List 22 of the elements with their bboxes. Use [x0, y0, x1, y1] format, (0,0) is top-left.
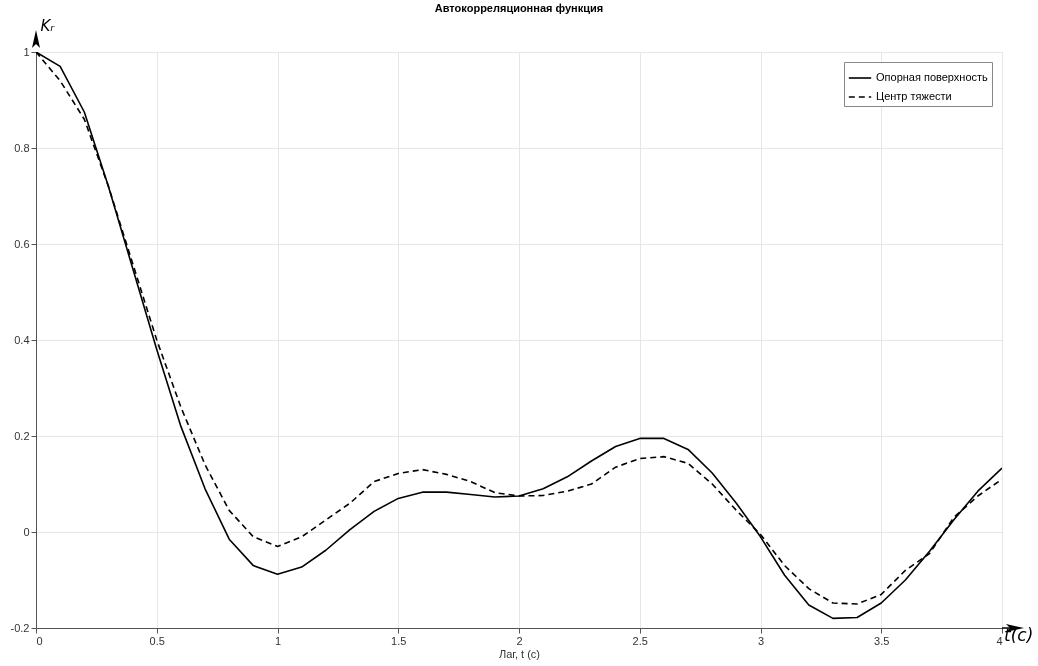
x-tick-label: 0: [36, 634, 43, 647]
x-tick-label: 1.5: [391, 634, 407, 647]
x-tick-label: 1: [274, 634, 282, 647]
x-tick-label: 4: [996, 634, 1003, 647]
legend-label: Опорная поверхность: [876, 71, 989, 83]
y-axis-title: Kᵣ: [40, 16, 56, 35]
y-tick-label: 0: [23, 525, 30, 538]
x-tick-label: 3: [757, 634, 765, 647]
x-axis-title: Лаг, t (c): [498, 647, 541, 660]
y-tick-label: 0.2: [14, 429, 30, 442]
chart-title: Автокорреляционная функция: [434, 2, 604, 14]
x-tick-label: 3.5: [874, 634, 890, 647]
y-tick-label: 0.6: [14, 237, 30, 250]
x-tick-label: 0.5: [149, 634, 165, 647]
x-tick-label: 2.5: [632, 634, 648, 647]
y-tick-label: 0.4: [14, 333, 30, 346]
y-tick-label: 0.8: [14, 141, 30, 154]
y-tick-label: 1: [23, 45, 30, 58]
text: t(c): [1004, 625, 1034, 645]
legend-label: Центр тяжести: [876, 90, 952, 102]
x-tick-label: 2: [516, 634, 523, 647]
y-tick-label: -0.2: [10, 621, 30, 634]
